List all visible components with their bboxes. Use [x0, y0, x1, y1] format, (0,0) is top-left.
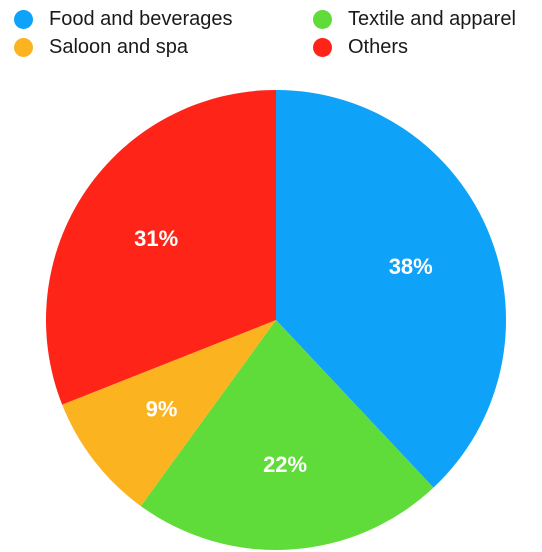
pie-slice-label-saloon-and-spa: 9% — [146, 396, 178, 421]
pie-slice-label-food-and-beverages: 38% — [389, 254, 433, 279]
legend-item-others: Others — [313, 35, 408, 59]
pie-slice-label-textile-and-apparel: 22% — [263, 452, 307, 477]
pie-slice-food-and-beverages — [276, 89, 507, 488]
legend-label-textile-and-apparel: Textile and apparel — [348, 7, 516, 30]
legend-label-saloon-and-spa: Saloon and spa — [49, 35, 189, 58]
pie-slice-textile-and-apparel — [140, 320, 434, 550]
pie-slices — [45, 89, 507, 550]
legend-swatch-others — [313, 37, 332, 57]
pie-slice-labels: 38% 22% 9% 31% — [134, 226, 433, 477]
pie-slice-saloon-and-spa — [62, 320, 277, 507]
legend-item-food-and-beverages: Food and beverages — [14, 7, 232, 31]
legend-item-saloon-and-spa: Saloon and spa — [14, 35, 188, 59]
legend: Food and beverages Textile and apparel S… — [0, 0, 542, 66]
legend-swatch-food-and-beverages — [14, 9, 33, 29]
legend-swatch-saloon-and-spa — [14, 37, 33, 57]
legend-item-textile-and-apparel: Textile and apparel — [313, 7, 516, 31]
pie-slice-label-others: 31% — [134, 226, 178, 251]
pie-slice-others — [45, 90, 276, 405]
legend-swatch-textile-and-apparel — [313, 9, 332, 29]
legend-label-others: Others — [348, 35, 409, 58]
legend-label-food-and-beverages: Food and beverages — [49, 7, 233, 30]
